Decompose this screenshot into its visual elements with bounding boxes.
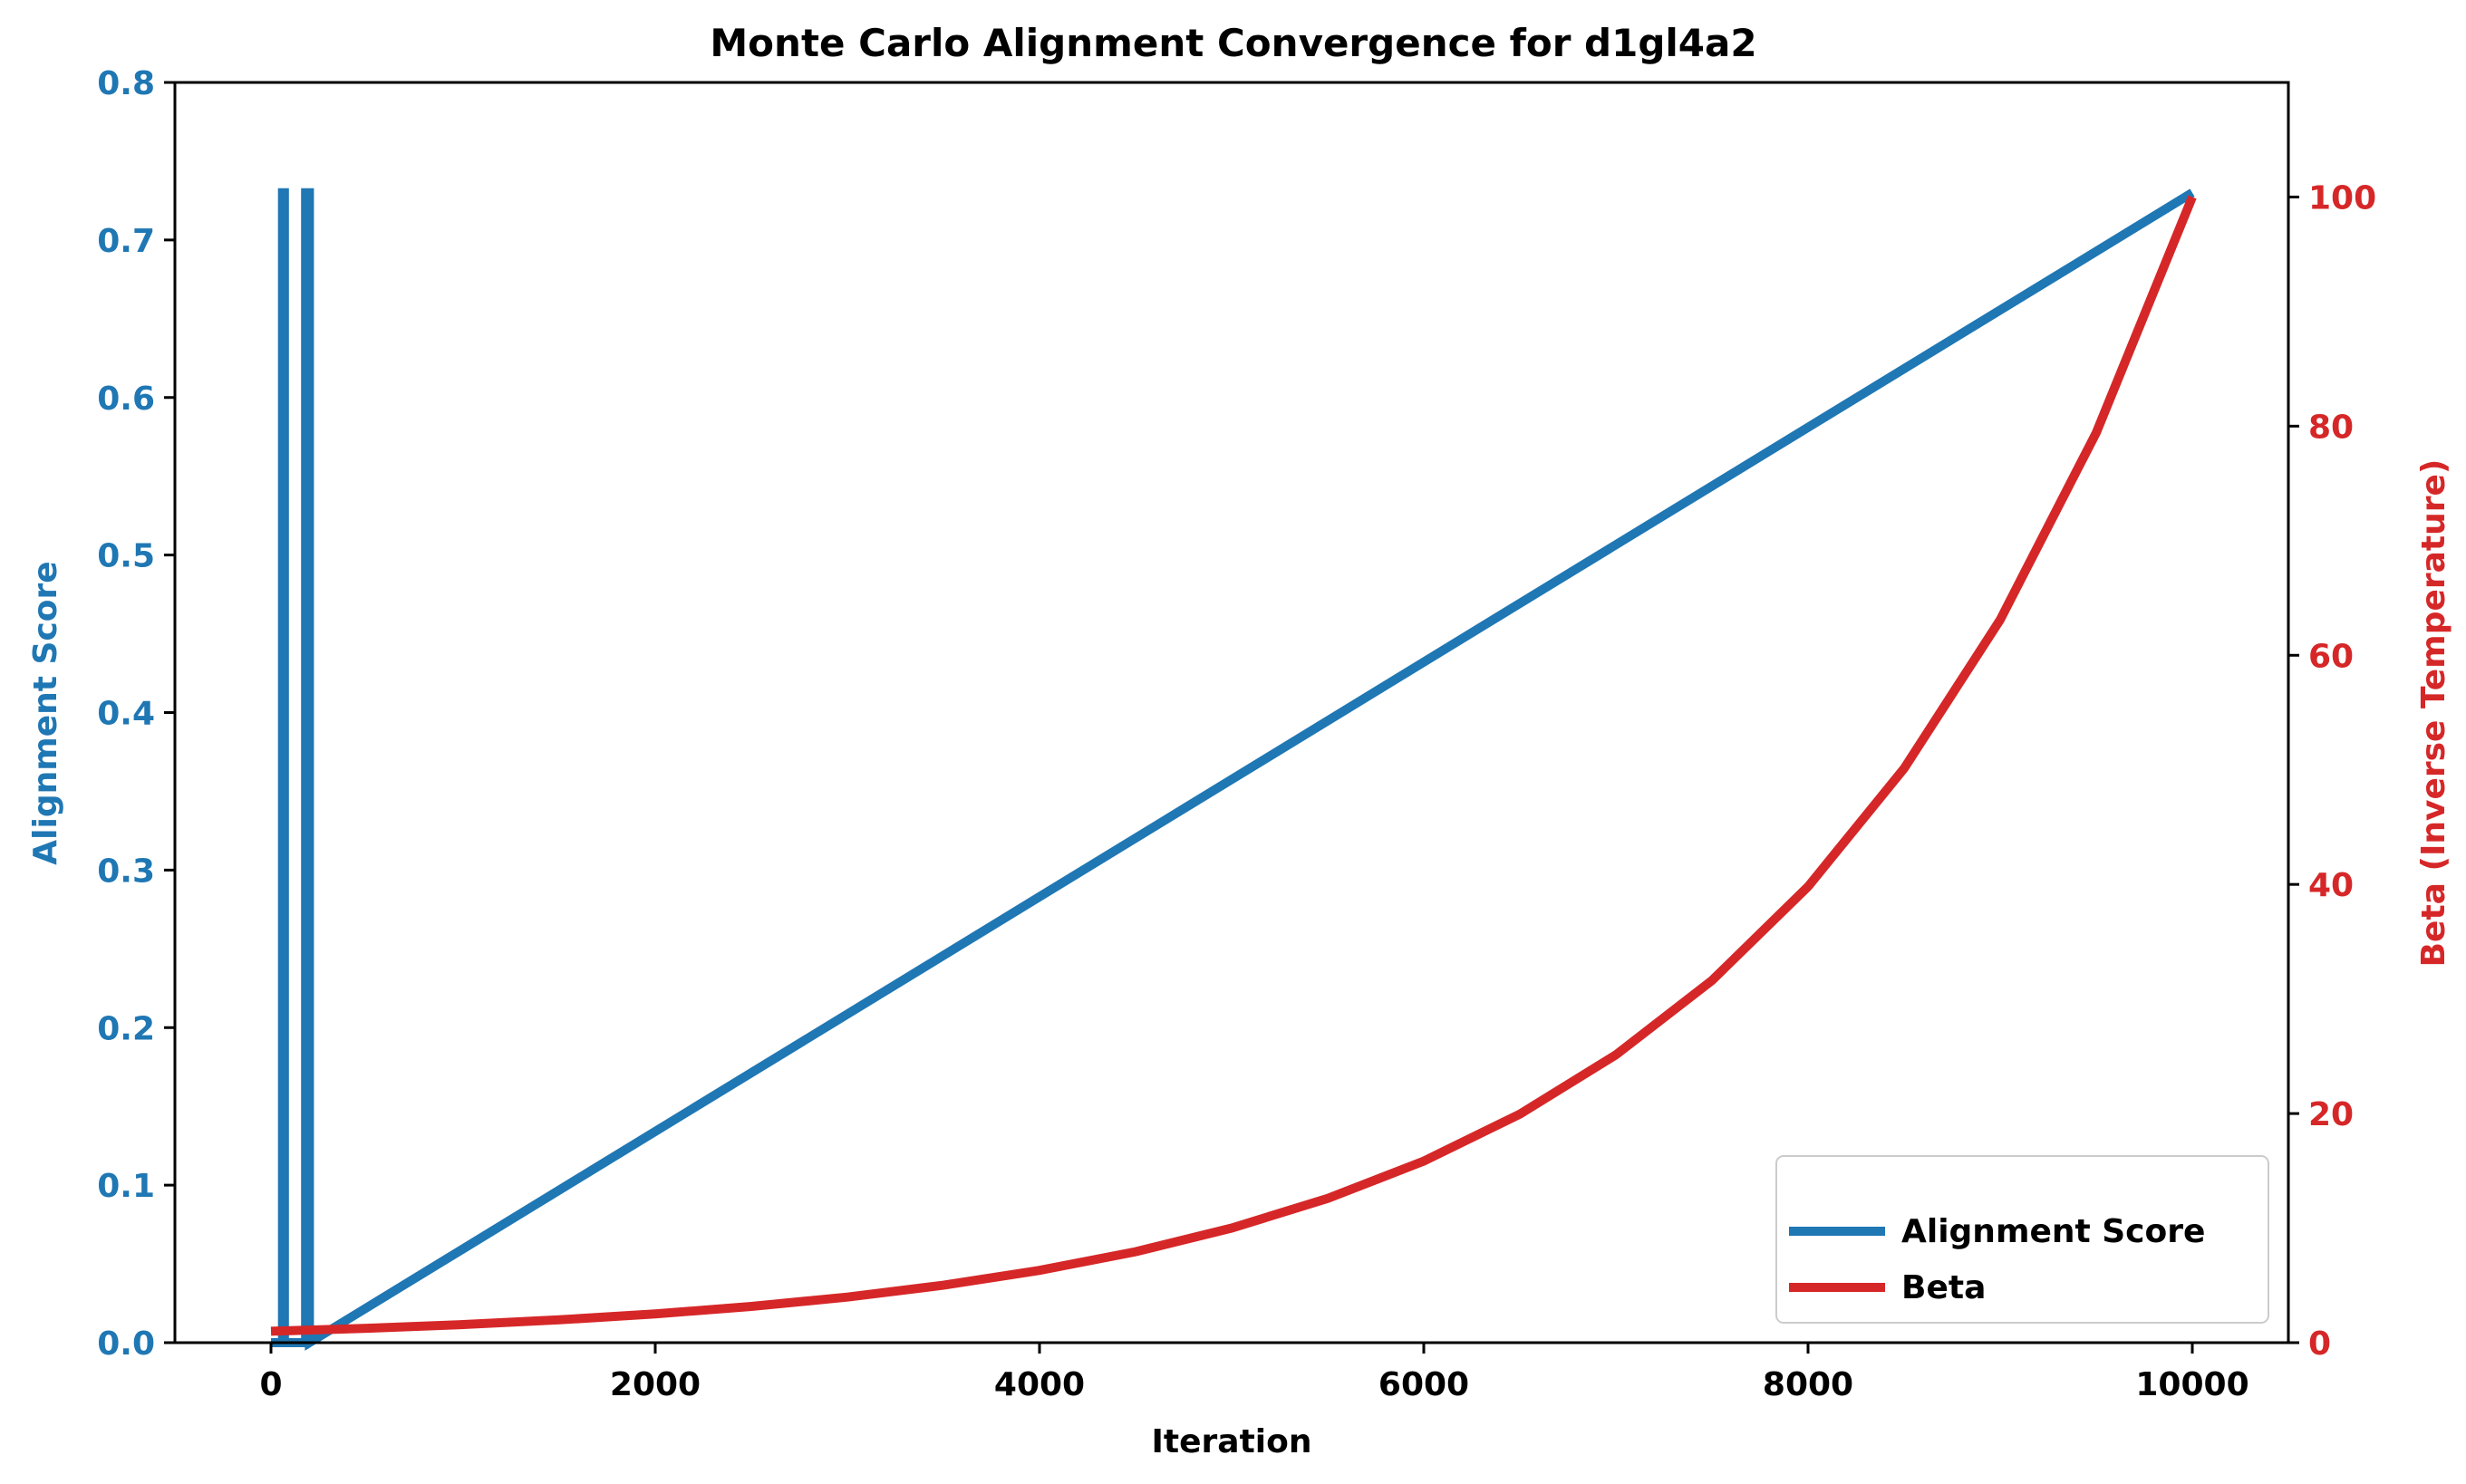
x-axis-label: Iteration <box>1152 1423 1312 1460</box>
x-tick-label: 6000 <box>1378 1366 1469 1403</box>
y-axis-left: 0.0 0.1 0.2 0.3 0.4 0.5 0.6 0.7 0.8 <box>97 65 175 1363</box>
x-axis: 0 2000 4000 6000 8000 10000 <box>259 1343 2249 1403</box>
y-right-tick-label: 100 <box>2308 179 2376 217</box>
y-right-tick-label: 20 <box>2308 1096 2354 1133</box>
y-left-tick-label: 0.3 <box>97 853 155 890</box>
legend-label-beta: Beta <box>1901 1269 1986 1306</box>
y-right-tick-label: 60 <box>2308 638 2354 675</box>
plot-frame <box>173 81 2290 1344</box>
legend-label-alignment-score: Alignment Score <box>1901 1213 2205 1250</box>
y-left-tick-label: 0.1 <box>97 1168 155 1205</box>
y-left-tick-label: 0.0 <box>97 1325 155 1363</box>
x-tick-label: 4000 <box>994 1366 1085 1403</box>
y-right-tick-label: 40 <box>2308 867 2354 904</box>
y-left-tick-label: 0.4 <box>97 696 155 733</box>
legend-box <box>1775 1155 2269 1324</box>
y-left-tick-label: 0.2 <box>97 1010 155 1047</box>
legend: Alignment Score Beta <box>1775 1155 2269 1324</box>
x-tick-label: 8000 <box>1763 1366 1853 1403</box>
y-right-tick-label: 80 <box>2308 409 2354 446</box>
x-tick-label: 2000 <box>610 1366 701 1403</box>
y-axis-right-label: Beta (Inverse Temperature) <box>2415 459 2452 968</box>
series-line-beta <box>270 195 2197 1336</box>
y-left-tick-label: 0.5 <box>97 538 155 575</box>
y-axis-right: 0 20 40 60 80 100 <box>2288 179 2376 1363</box>
y-left-tick-label: 0.7 <box>97 223 155 260</box>
y-left-tick-label: 0.8 <box>97 65 155 102</box>
x-tick-label: 10000 <box>2135 1366 2248 1403</box>
y-right-tick-label: 0 <box>2308 1325 2331 1363</box>
y-axis-left-label: Alignment Score <box>27 561 64 864</box>
chart-title: Monte Carlo Alignment Convergence for d1… <box>710 21 1756 65</box>
x-tick-label: 0 <box>259 1366 282 1403</box>
y-left-tick-label: 0.6 <box>97 381 155 418</box>
